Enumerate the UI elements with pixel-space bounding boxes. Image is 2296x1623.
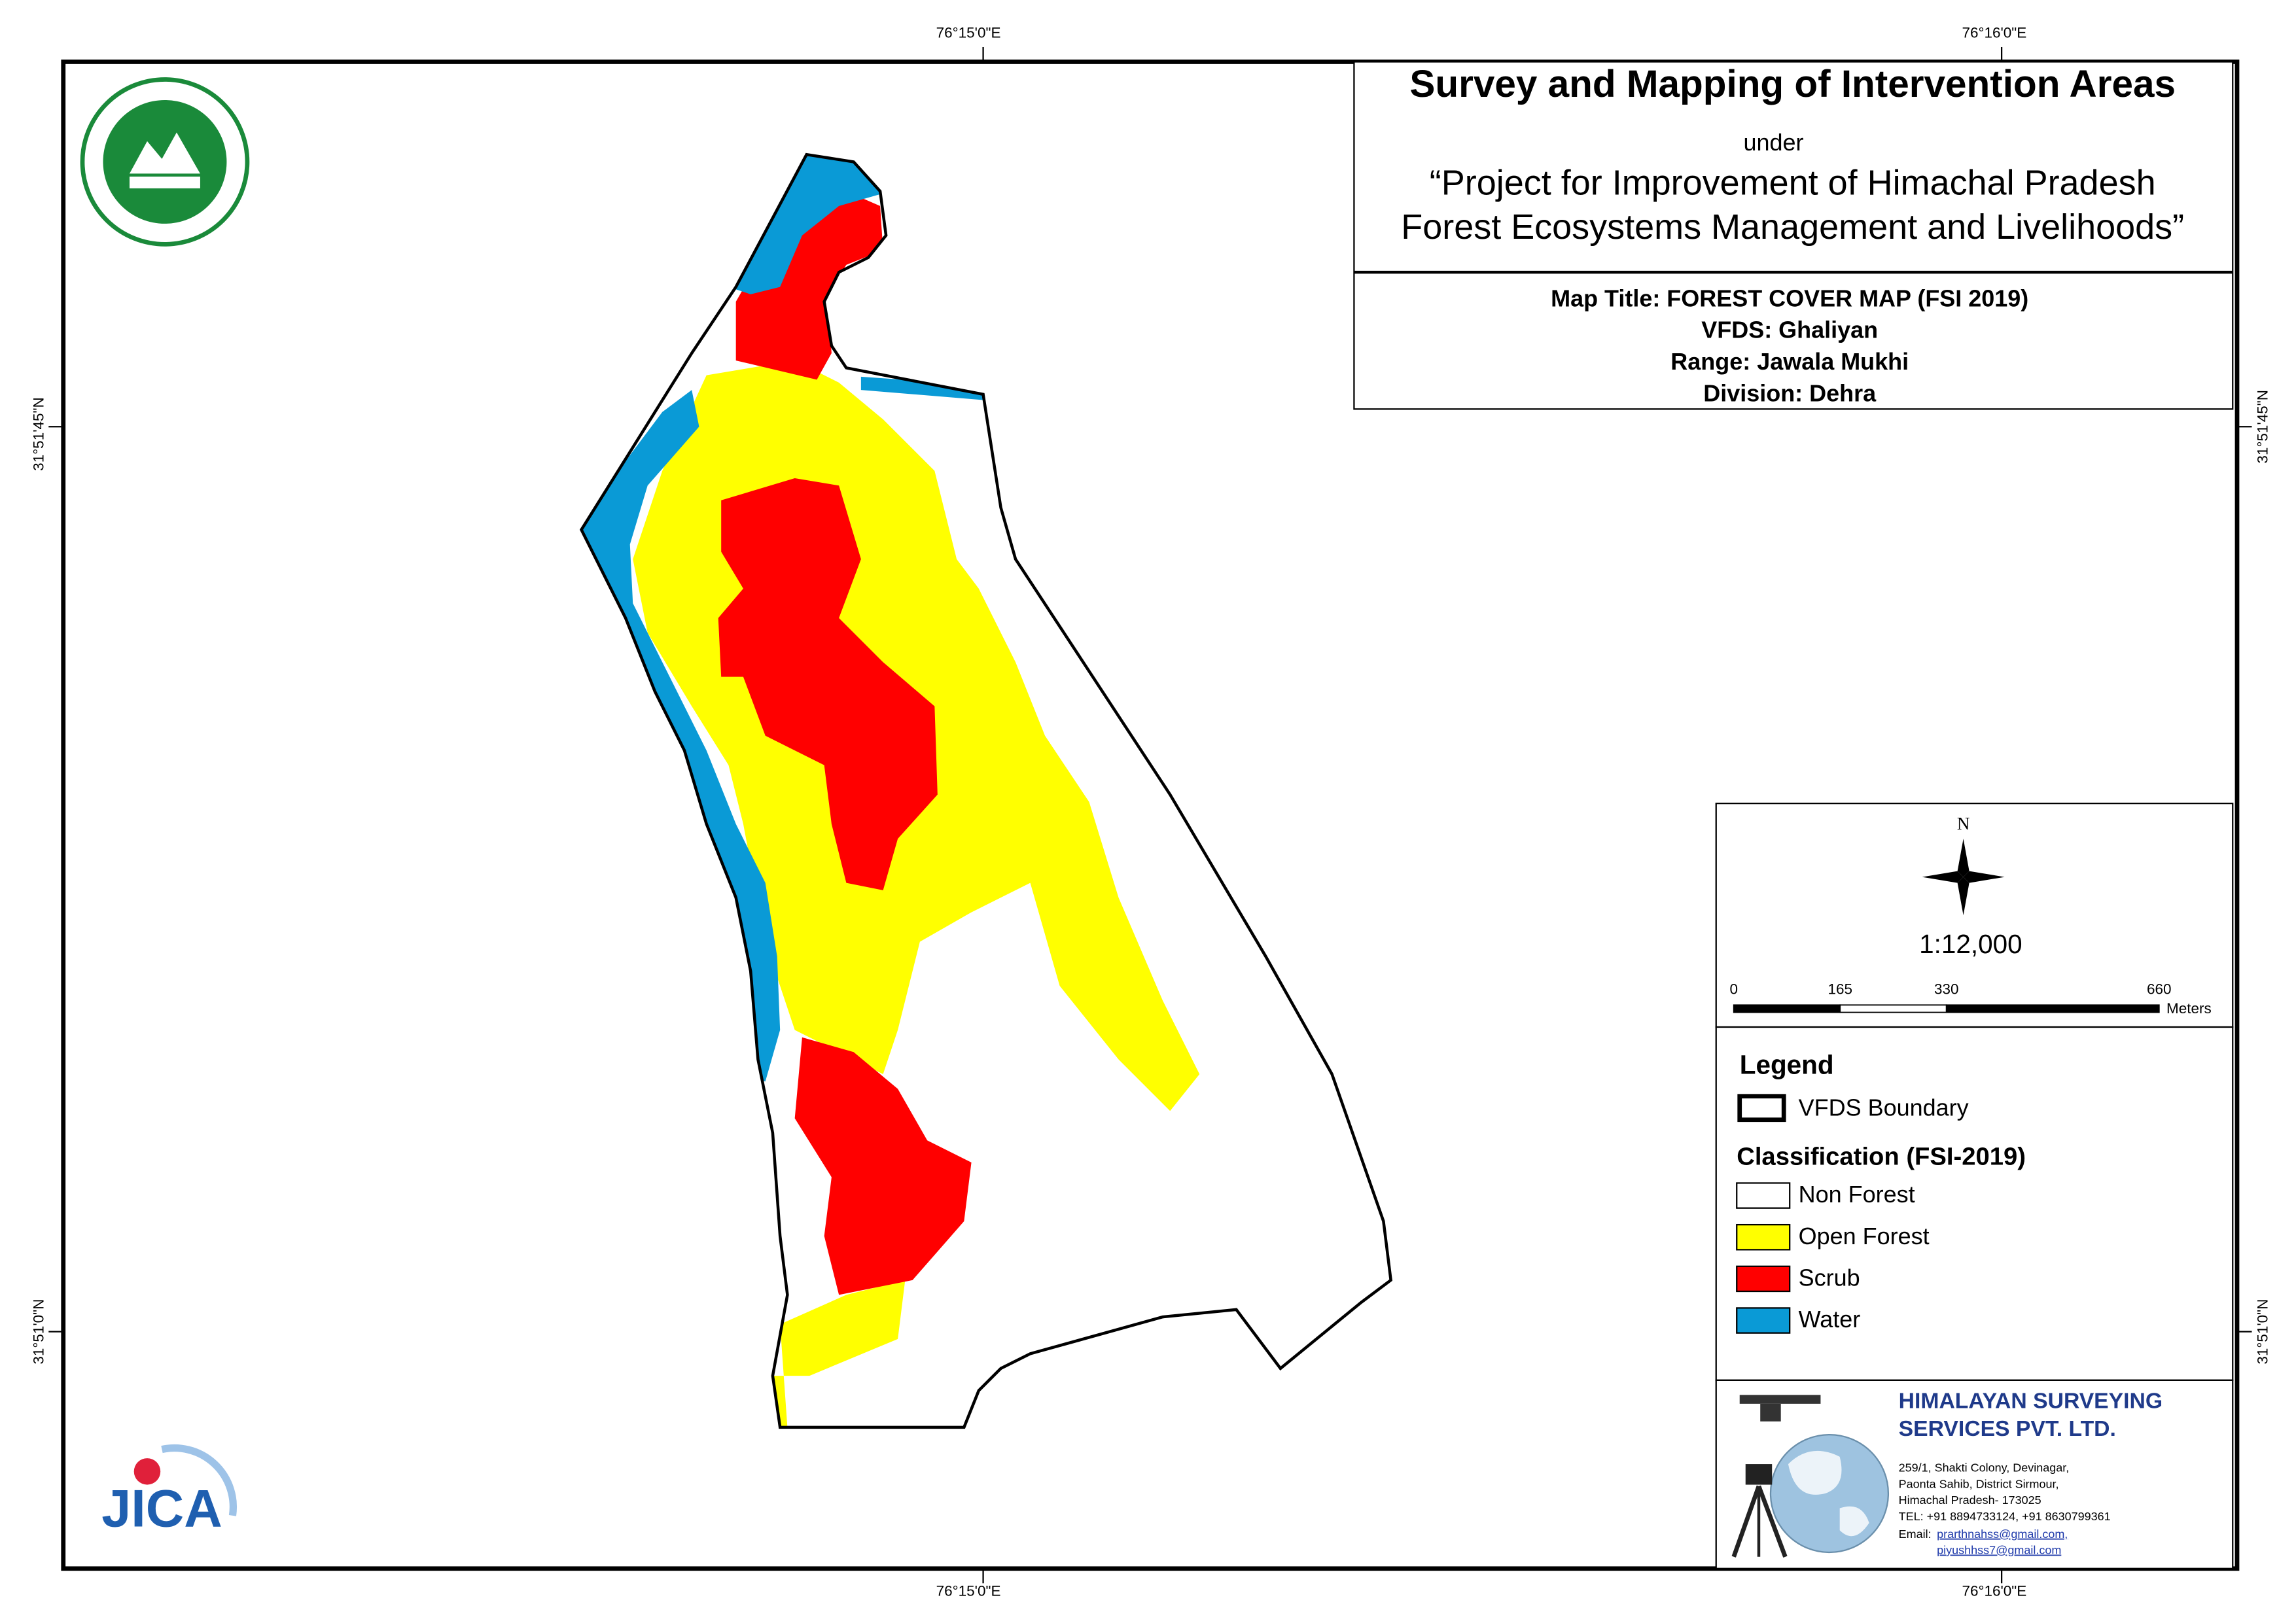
legend-swatch: [1736, 1223, 1791, 1251]
title: Survey and Mapping of Intervention Areas: [1409, 63, 2176, 105]
company-address: 259/1, Shakti Colony, Devinagar, Paonta S…: [1899, 1461, 2111, 1523]
project-line: “Project for Improvement of Himachal Pra…: [1430, 164, 2156, 203]
scale-segment: [1945, 1004, 2160, 1013]
coord-label: 76°15'0"E: [936, 25, 1001, 41]
company-logo: [1731, 1395, 1890, 1558]
company-name: SERVICES PVT. LTD.: [1899, 1416, 2116, 1441]
scale-tick-label: 0: [1729, 981, 1738, 998]
scale-bar: 0 165 330 660 Meters: [1729, 981, 2211, 1017]
map-frame: [61, 60, 2240, 1571]
legend-classes: Non Forest Open Forest Scrub Water: [1736, 1181, 1930, 1334]
address-line: TEL: +91 8894733124, +91 8630799361: [1899, 1510, 2111, 1523]
coordinate-labels: 76°15'0"E 76°16'0"E 76°15'0"E 76°16'0"E …: [31, 25, 2271, 1599]
legend-box: [1715, 1026, 2234, 1381]
legend-swatch: [1736, 1265, 1791, 1293]
legend-swatch: [1736, 1307, 1791, 1334]
legend-label: Scrub: [1799, 1265, 1860, 1291]
email-label: Email:: [1899, 1527, 1932, 1541]
coord-label: 31°51'45"N: [31, 397, 47, 471]
scale-tick-label: 660: [2147, 981, 2172, 998]
boundary-swatch: [1737, 1094, 1786, 1123]
scrub-area: [735, 191, 883, 380]
address-line: 259/1, Shakti Colony, Devinagar,: [1899, 1461, 2070, 1475]
water-area: [860, 376, 987, 400]
legend-label: Open Forest: [1799, 1223, 1930, 1249]
coord-label: 76°16'0"E: [1962, 25, 2026, 41]
coord-label: 31°51'45"N: [2254, 390, 2270, 464]
coord-label: 31°51'0"N: [31, 1299, 47, 1365]
scrub-area: [794, 1037, 972, 1295]
map-info: Map Title: FOREST COVER MAP (FSI 2019) VF…: [1551, 285, 2028, 406]
legend-swatch: [1736, 1182, 1791, 1209]
scale-text: 1:12,000: [1919, 929, 2022, 959]
coord-label: 31°51'0"N: [2254, 1299, 2270, 1365]
legend-label: VFDS Boundary: [1799, 1094, 1969, 1121]
scale-segment: [1733, 1004, 1841, 1013]
legend-label: Water: [1799, 1306, 1861, 1333]
scale-tick-label: 330: [1934, 981, 1959, 998]
project-line: Forest Ecosystems Management and Livelih…: [1401, 207, 2184, 247]
map-info-line: Division: Dehra: [1703, 379, 1877, 406]
subtitle: under: [1743, 129, 1803, 156]
address-line: Paonta Sahib, District Sirmour,: [1899, 1477, 2059, 1490]
scale-segment: [1839, 1004, 1947, 1013]
address-line: Himachal Pradesh- 173025: [1899, 1493, 2041, 1507]
title-box: [1353, 61, 2234, 410]
map-info-line: Range: Jawala Mukhi: [1670, 348, 1909, 375]
water-area: [728, 154, 891, 294]
coord-label: 76°15'0"E: [936, 1583, 1001, 1599]
jica-logo: JICA: [101, 1444, 237, 1539]
email[interactable]: prarthnahss@gmail.com,: [1937, 1527, 2068, 1541]
scale-tick-label: 165: [1828, 981, 1852, 998]
north-arrow: N: [1922, 814, 2005, 916]
jica-text: JICA: [101, 1480, 222, 1539]
scale-box: [1715, 803, 2234, 1028]
map-info-line: Map Title: FOREST COVER MAP (FSI 2019): [1551, 285, 2028, 311]
company-name: HIMALAYAN SURVEYING: [1899, 1389, 2163, 1414]
open-forest-area: [772, 1280, 906, 1427]
north-label: N: [1957, 814, 1970, 833]
forest-dept-logo: [80, 77, 250, 247]
coord-label: 76°16'0"E: [1962, 1583, 2026, 1599]
scale-unit: Meters: [2166, 1000, 2212, 1017]
map-info-line: VFDS: Ghaliyan: [1701, 317, 1878, 343]
legend-label: Non Forest: [1799, 1181, 1915, 1208]
scrub-area: [718, 478, 938, 890]
legend-subtitle: Classification (FSI-2019): [1737, 1142, 2026, 1170]
legend-title: Legend: [1740, 1049, 1834, 1079]
email[interactable]: piyushhss7@gmail.com: [1937, 1544, 2061, 1557]
